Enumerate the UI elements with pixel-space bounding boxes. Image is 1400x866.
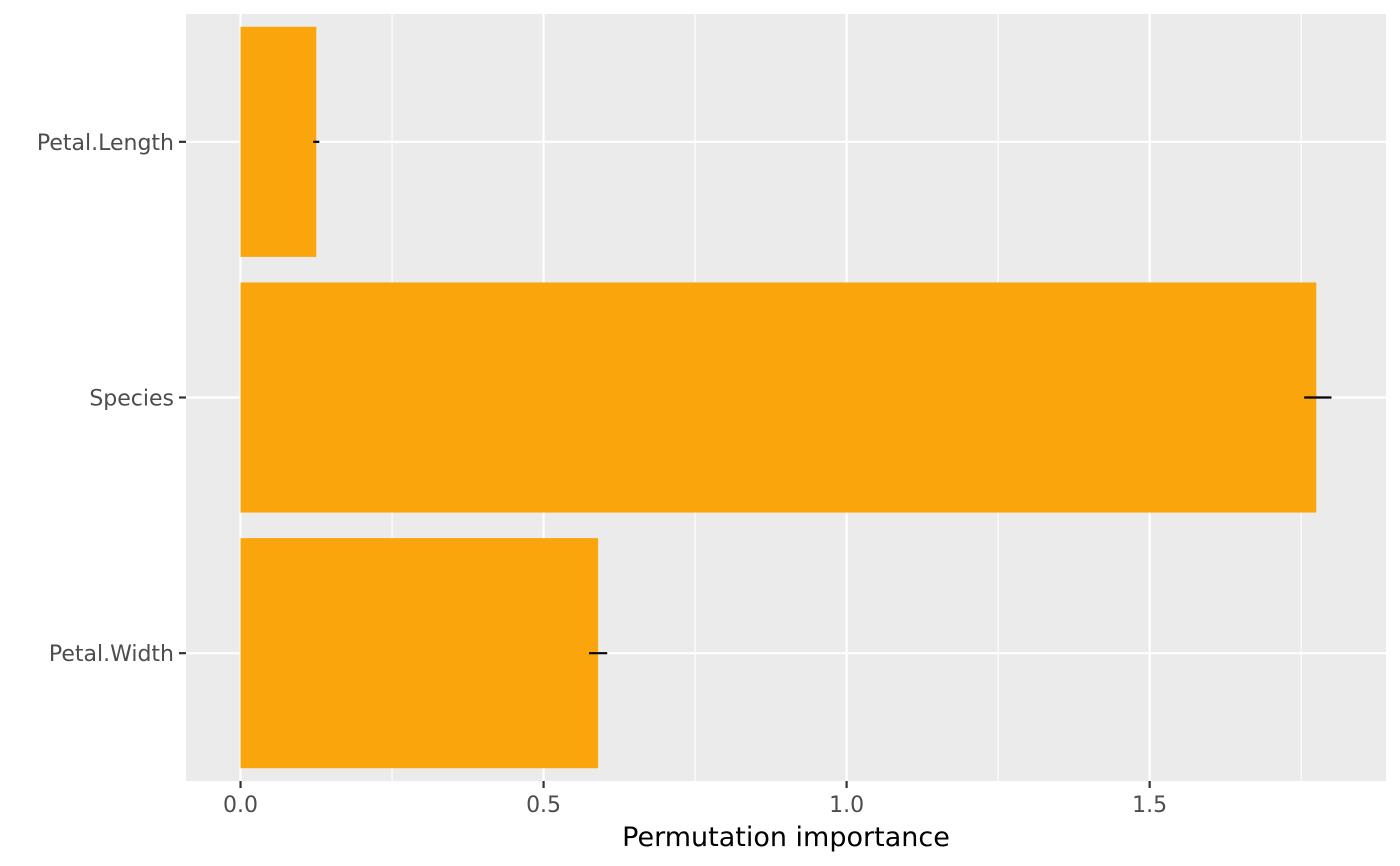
y-tick-label: Species [89,387,174,412]
x-tick-label: 1.0 [829,793,864,818]
x-axis: 0.0 0.5 1.0 1.5 [223,781,1167,818]
bars [240,26,1317,769]
x-axis-title: Permutation importance [622,822,950,853]
error-bars [313,140,1332,655]
x-tick-label: 0.5 [526,793,561,818]
bar-petal-length [240,26,317,257]
bar-petal-width [240,538,599,769]
x-tick-label: 0.0 [223,793,258,818]
bar-species [240,282,1317,513]
y-tick-label: Petal.Width [49,642,174,667]
x-tick-label: 1.5 [1132,793,1167,818]
y-tick-label: Petal.Length [37,131,174,156]
y-axis: Petal.Length Species Petal.Width [37,131,186,667]
